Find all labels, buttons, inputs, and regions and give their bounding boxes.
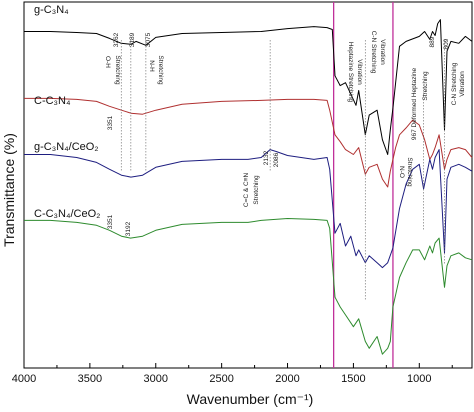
series-label-3: C-C₃N₄/CeO₂	[34, 208, 100, 220]
peak-annotation-20: C-N Stretching	[370, 31, 377, 74]
peak-annotation-18: Heptazine Stretching	[347, 42, 354, 103]
series-line-3	[24, 218, 473, 355]
x-axis-ticks: 4000 3500 3000 2500 2000 1500 1000	[12, 363, 453, 385]
x-tick-label-3: 2500	[209, 373, 233, 385]
x-axis-title: Wavenumber (cm⁻¹)	[187, 391, 314, 407]
peak-annotation-26: 889	[429, 36, 436, 47]
series-line-2	[24, 149, 473, 269]
peak-annotation-25: Stretching	[422, 71, 429, 101]
series-label-0: g-C₃N₄	[34, 4, 69, 16]
peak-annotation-9: N-H	[148, 60, 155, 72]
peak-annotation-13: 3192	[125, 221, 132, 236]
peak-annotation-11: 3351	[107, 115, 114, 130]
x-tick-label-2: 3000	[144, 373, 168, 385]
peak-annotation-7: 3189	[129, 32, 136, 47]
series-group	[24, 19, 473, 355]
x-tick-label-5: 1500	[341, 373, 365, 385]
peak-annotation-15: Stretching	[253, 175, 260, 205]
peak-annotation-8: 3075	[145, 32, 152, 47]
series-line-1	[24, 97, 473, 188]
y-axis-title: Transmittance (%)	[1, 133, 17, 247]
peak-annotation-23: Stretching	[406, 157, 413, 187]
series-label-2: g-C₃N₄/CeO₂	[34, 141, 99, 153]
peak-annotation-27: 809	[443, 38, 450, 49]
peak-annotation-5: Stretching	[114, 55, 121, 85]
peak-annotation-28: C-N Stretching	[451, 62, 458, 105]
x-tick-label-6: 1000	[407, 373, 431, 385]
peak-annotation-4: O-H	[104, 56, 111, 68]
peak-annotation-21: Vibration	[379, 39, 386, 65]
peak-annotation-14: C=C & C≡N	[243, 173, 250, 208]
peak-annotation-22: N-O	[398, 166, 405, 178]
peak-annotation-29: Vibration	[459, 71, 466, 97]
peak-annotation-10: Stretching	[157, 55, 164, 85]
peak-annotation-16: 2132	[263, 150, 270, 165]
x-tick-label-0: 4000	[12, 373, 36, 385]
peak-annotation-17: 2086	[273, 152, 280, 167]
peak-annotation-6: 3262	[113, 32, 120, 47]
peak-annotation-24: 967 Deformed Heptazine	[411, 67, 418, 140]
series-label-1: C-C₃N₄	[34, 95, 71, 107]
peak-annotation-19: Vibration	[356, 59, 363, 85]
x-tick-label-4: 2000	[275, 373, 299, 385]
plot-frame	[23, 1, 473, 369]
series-line-0	[24, 19, 473, 155]
peak-annotation-12: 3351	[107, 214, 114, 229]
x-tick-label-1: 3500	[78, 373, 102, 385]
